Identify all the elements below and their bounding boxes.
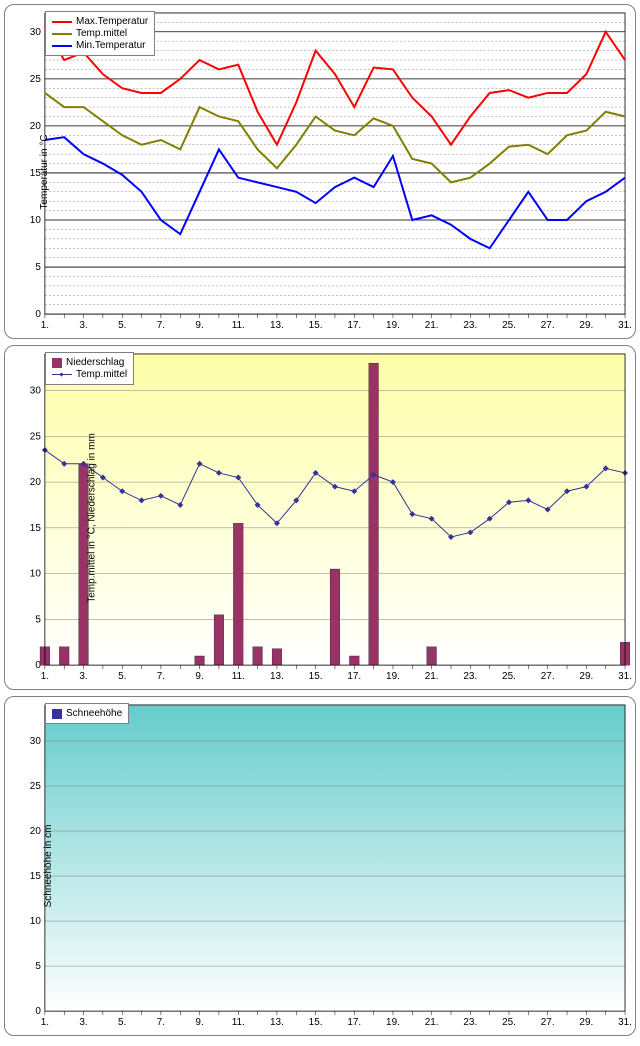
chart2-ylabel: Temp.mittel in °C, Niederschlag in mm xyxy=(86,433,97,603)
svg-text:30: 30 xyxy=(30,27,42,38)
svg-text:5.: 5. xyxy=(118,1017,126,1028)
svg-text:11.: 11. xyxy=(232,320,245,331)
svg-text:9.: 9. xyxy=(195,671,203,682)
legend-swatch xyxy=(52,358,62,368)
svg-text:17.: 17. xyxy=(347,1017,361,1028)
svg-text:10: 10 xyxy=(30,569,42,580)
svg-text:1.: 1. xyxy=(41,320,49,331)
legend-label: Temp.mittel xyxy=(76,28,127,39)
svg-text:23.: 23. xyxy=(463,320,477,331)
svg-text:17.: 17. xyxy=(347,320,361,331)
svg-text:3.: 3. xyxy=(79,671,87,682)
svg-text:21.: 21. xyxy=(425,320,439,331)
legend-label: Niederschlag xyxy=(66,357,124,368)
chart2-legend: Niederschlag Temp.mittel xyxy=(45,352,134,385)
legend-item-mittel: Temp.mittel xyxy=(52,28,148,39)
svg-text:25.: 25. xyxy=(502,671,516,682)
legend-label: Schneehöhe xyxy=(66,708,122,719)
svg-text:30: 30 xyxy=(30,736,42,747)
legend-item-niederschlag: Niederschlag xyxy=(52,357,127,368)
chart1-ylabel: Temperatur in °C xyxy=(39,134,50,209)
svg-text:27.: 27. xyxy=(541,671,555,682)
svg-text:15.: 15. xyxy=(309,320,323,331)
svg-text:25: 25 xyxy=(30,74,42,85)
svg-text:0: 0 xyxy=(35,309,41,320)
svg-text:29.: 29. xyxy=(579,1017,593,1028)
svg-text:15.: 15. xyxy=(309,1017,323,1028)
svg-text:20: 20 xyxy=(30,121,42,132)
svg-text:5.: 5. xyxy=(118,320,126,331)
svg-text:3.: 3. xyxy=(79,320,87,331)
temperature-panel: Max.Temperatur Temp.mittel Min.Temperatu… xyxy=(4,4,636,339)
svg-text:23.: 23. xyxy=(463,1017,477,1028)
svg-text:9.: 9. xyxy=(195,320,203,331)
svg-text:15.: 15. xyxy=(309,671,323,682)
svg-text:25: 25 xyxy=(30,781,42,792)
svg-text:31.: 31. xyxy=(618,671,632,682)
svg-text:29.: 29. xyxy=(579,320,593,331)
chart3-svg: 0 5 10 15 20 25 30 1. 3. 5. 7. 9. 11. 13. 15. 17. 19. 21.… xyxy=(5,697,635,1035)
legend-swatch xyxy=(52,709,62,719)
svg-text:7.: 7. xyxy=(157,320,165,331)
snow-panel: Schneehöhe Schneehöhe in cm 0 5 10 15 20 25 30… xyxy=(4,696,636,1036)
precipitation-panel: Niederschlag Temp.mittel Temp.mittel in … xyxy=(4,345,636,690)
legend-swatch xyxy=(52,374,72,375)
legend-swatch xyxy=(52,21,72,23)
svg-text:1.: 1. xyxy=(41,671,49,682)
svg-text:5.: 5. xyxy=(118,671,126,682)
svg-text:11.: 11. xyxy=(232,1017,245,1028)
legend-item-schnee: Schneehöhe xyxy=(52,708,122,719)
svg-text:5: 5 xyxy=(35,961,41,972)
svg-text:13.: 13. xyxy=(270,320,284,331)
svg-text:17.: 17. xyxy=(347,671,361,682)
svg-text:31.: 31. xyxy=(618,1017,632,1028)
svg-text:31.: 31. xyxy=(618,320,632,331)
svg-text:19.: 19. xyxy=(386,1017,400,1028)
svg-text:25: 25 xyxy=(30,431,42,442)
chart2-svg: 0510152025301.3.5.7.9.11.13.15.17.19.21.… xyxy=(5,346,635,689)
chart3-ylabel: Schneehöhe in cm xyxy=(43,825,54,908)
svg-text:1.: 1. xyxy=(41,1017,49,1028)
svg-text:19.: 19. xyxy=(386,671,400,682)
svg-text:10: 10 xyxy=(30,916,42,927)
legend-swatch xyxy=(52,33,72,35)
svg-text:29.: 29. xyxy=(579,671,593,682)
svg-text:15: 15 xyxy=(30,871,42,882)
legend-item-tempmittel: Temp.mittel xyxy=(52,369,127,380)
svg-text:13.: 13. xyxy=(270,1017,284,1028)
svg-text:3.: 3. xyxy=(79,1017,87,1028)
svg-text:23.: 23. xyxy=(463,671,477,682)
svg-text:27.: 27. xyxy=(541,1017,555,1028)
svg-text:10: 10 xyxy=(30,215,42,226)
svg-text:0: 0 xyxy=(35,1006,41,1017)
svg-text:9.: 9. xyxy=(195,1017,203,1028)
svg-text:7.: 7. xyxy=(157,1017,165,1028)
legend-item-min: Min.Temperatur xyxy=(52,40,148,51)
chart3-legend: Schneehöhe xyxy=(45,703,129,724)
svg-text:25.: 25. xyxy=(502,320,516,331)
legend-swatch xyxy=(52,45,72,47)
svg-text:21.: 21. xyxy=(425,671,439,682)
svg-text:11.: 11. xyxy=(232,671,245,682)
svg-text:20: 20 xyxy=(30,826,42,837)
svg-text:27.: 27. xyxy=(541,320,555,331)
chart1-legend: Max.Temperatur Temp.mittel Min.Temperatu… xyxy=(45,11,155,56)
svg-text:5: 5 xyxy=(35,262,41,273)
svg-text:7.: 7. xyxy=(157,671,165,682)
legend-label: Max.Temperatur xyxy=(76,16,148,27)
legend-label: Temp.mittel xyxy=(76,369,127,380)
svg-text:15: 15 xyxy=(30,523,42,534)
legend-item-max: Max.Temperatur xyxy=(52,16,148,27)
svg-text:30: 30 xyxy=(30,386,42,397)
svg-text:25.: 25. xyxy=(502,1017,516,1028)
svg-text:20: 20 xyxy=(30,477,42,488)
svg-text:5: 5 xyxy=(35,614,41,625)
svg-text:19.: 19. xyxy=(386,320,400,331)
svg-text:21.: 21. xyxy=(425,1017,439,1028)
legend-label: Min.Temperatur xyxy=(76,40,145,51)
svg-text:13.: 13. xyxy=(270,671,284,682)
